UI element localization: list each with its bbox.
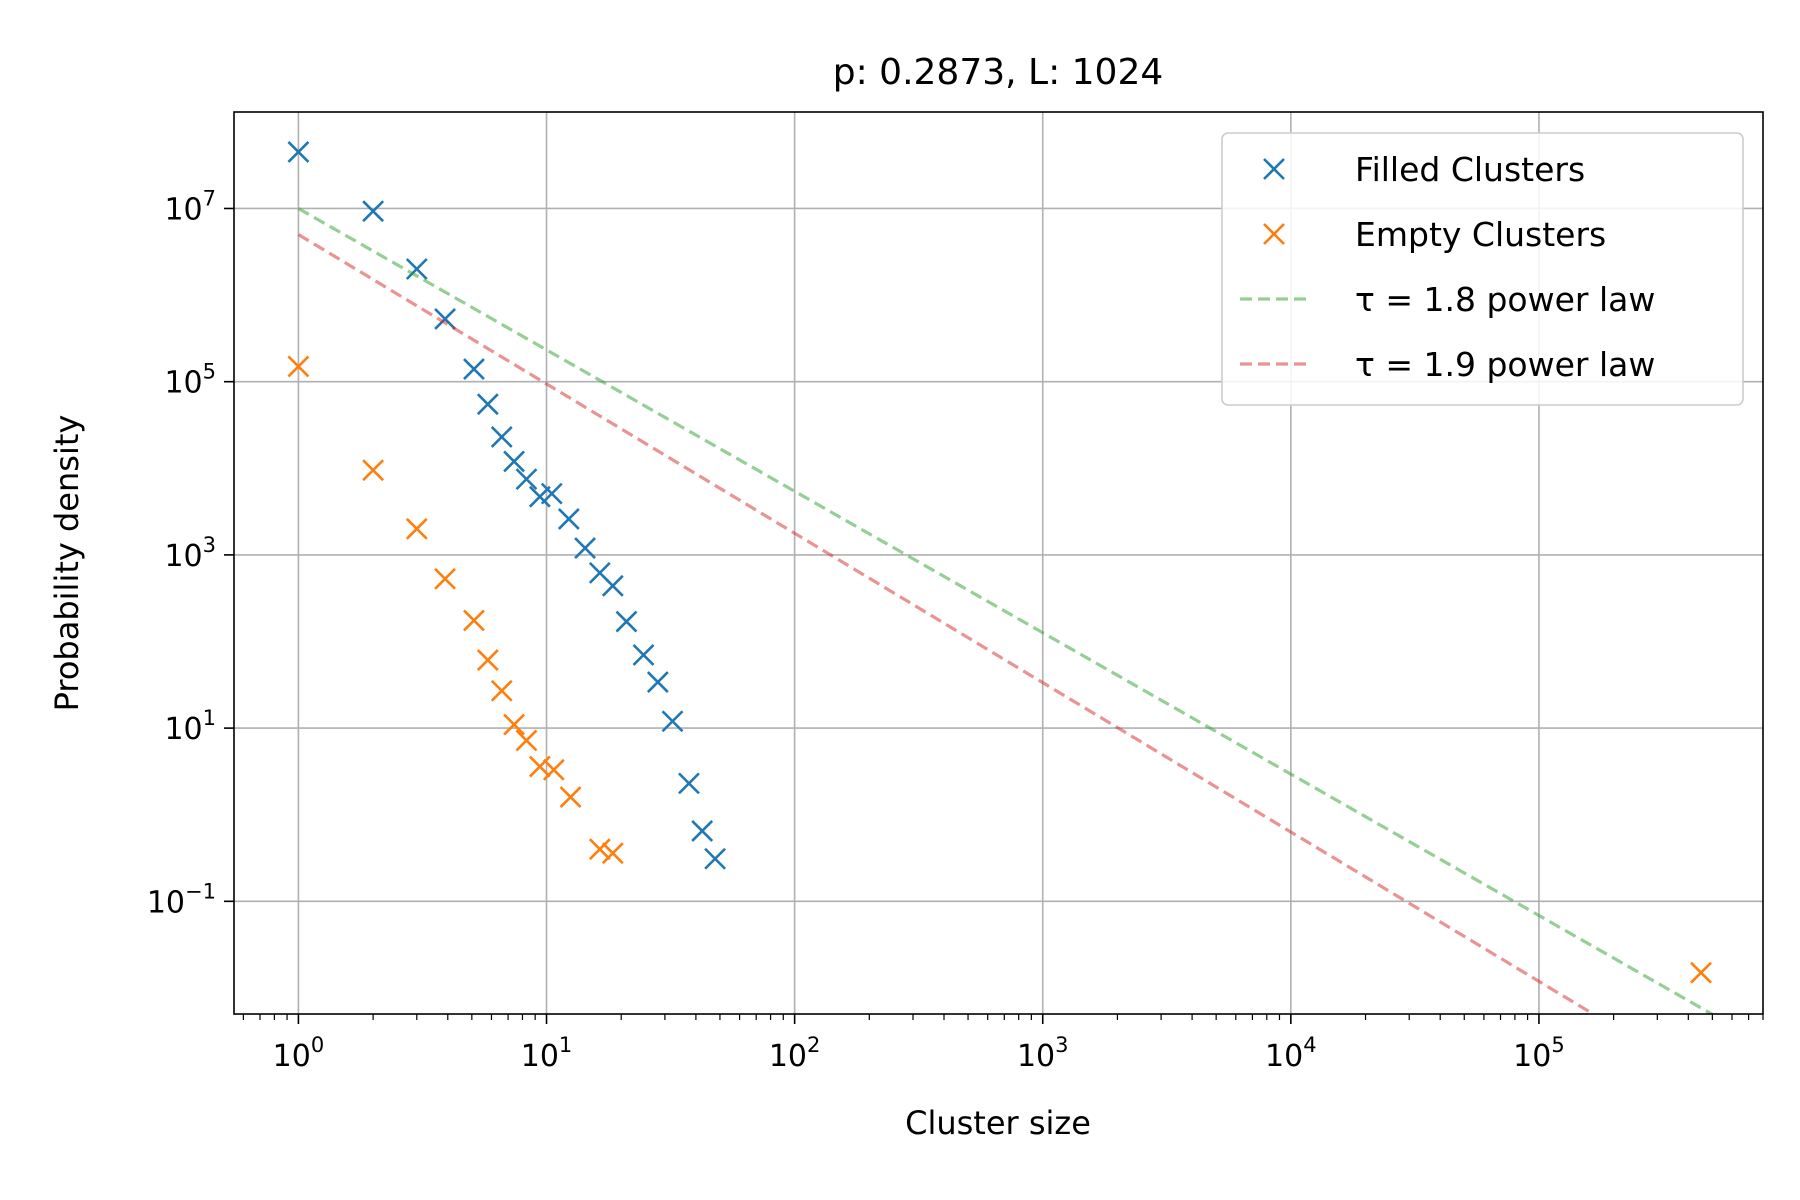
legend-label: τ = 1.9 power law (1355, 345, 1655, 384)
data-point (434, 308, 456, 330)
legend-item: Empty Clusters (1263, 215, 1606, 254)
data-point (557, 508, 580, 530)
series-3 (297, 233, 1597, 1014)
x-tick-label: 101 (521, 1033, 573, 1074)
legend-item: Filled Clusters (1263, 150, 1585, 189)
series-0 (287, 140, 727, 870)
data-point (601, 842, 624, 865)
data-point (476, 393, 499, 416)
x-axis: 100 101 102 103 104 105 (242, 1014, 1764, 1074)
data-point (678, 772, 700, 795)
data-point (476, 649, 499, 672)
data-point (632, 644, 655, 666)
legend-label: Filled Clusters (1355, 150, 1585, 189)
chart-title: p: 0.2873, L: 1024 (833, 52, 1164, 93)
data-point (540, 482, 563, 505)
y-tick-label: 10−1 (147, 879, 216, 920)
data-point (615, 610, 638, 633)
y-tick-label: 103 (164, 533, 216, 574)
y-axis: 10−1 101 103 105 107 (147, 186, 234, 920)
data-point (646, 671, 669, 694)
plot-area (287, 140, 1715, 1014)
data-point (490, 426, 513, 448)
series-1 (287, 355, 1712, 984)
data-point (515, 729, 538, 752)
data-point (528, 755, 551, 778)
data-point (362, 200, 385, 223)
data-point (362, 459, 385, 482)
data-point (704, 847, 727, 870)
plot-frame (233, 111, 1764, 1015)
x-tick-label: 103 (1017, 1033, 1069, 1074)
data-point (463, 358, 485, 380)
data-point (405, 258, 428, 280)
legend-label: τ = 1.8 power law (1355, 280, 1655, 319)
x-axis-label: Cluster size (905, 1104, 1091, 1142)
data-point (434, 567, 456, 590)
y-tick-label: 107 (164, 186, 216, 227)
power-law-line (297, 233, 1597, 1014)
data-point (542, 758, 565, 781)
legend-label: Empty Clusters (1355, 215, 1606, 254)
data-point (1690, 961, 1712, 984)
data-point (574, 537, 596, 559)
data-point (588, 838, 611, 861)
x-tick-label: 100 (273, 1033, 325, 1074)
data-point (559, 786, 582, 808)
y-axis-label: Probability density (48, 415, 86, 712)
data-point (661, 710, 684, 733)
data-point (463, 609, 485, 632)
legend-marker-swatch (1263, 158, 1285, 180)
legend-item: τ = 1.8 power law (1240, 280, 1655, 319)
legend-box (1221, 132, 1744, 406)
data-point (490, 679, 513, 702)
data-point (503, 450, 525, 473)
legend: Filled Clusters Empty Clusters τ = 1.8 pow… (1221, 132, 1744, 406)
data-point (287, 140, 310, 163)
power-law-line (297, 207, 1715, 1014)
data-point (515, 468, 538, 491)
data-point (287, 355, 310, 378)
data-point (691, 820, 714, 842)
x-tick-label: 102 (769, 1033, 821, 1074)
data-point (405, 517, 428, 540)
legend-item: τ = 1.9 power law (1240, 345, 1655, 384)
data-point (503, 713, 525, 736)
y-tick-label: 101 (164, 706, 216, 747)
legend-marker-swatch (1263, 223, 1285, 245)
series-2 (297, 207, 1715, 1014)
data-point (601, 574, 624, 597)
x-tick-label: 105 (1513, 1033, 1565, 1074)
y-tick-label: 105 (164, 360, 216, 401)
x-tick-label: 104 (1265, 1033, 1317, 1074)
